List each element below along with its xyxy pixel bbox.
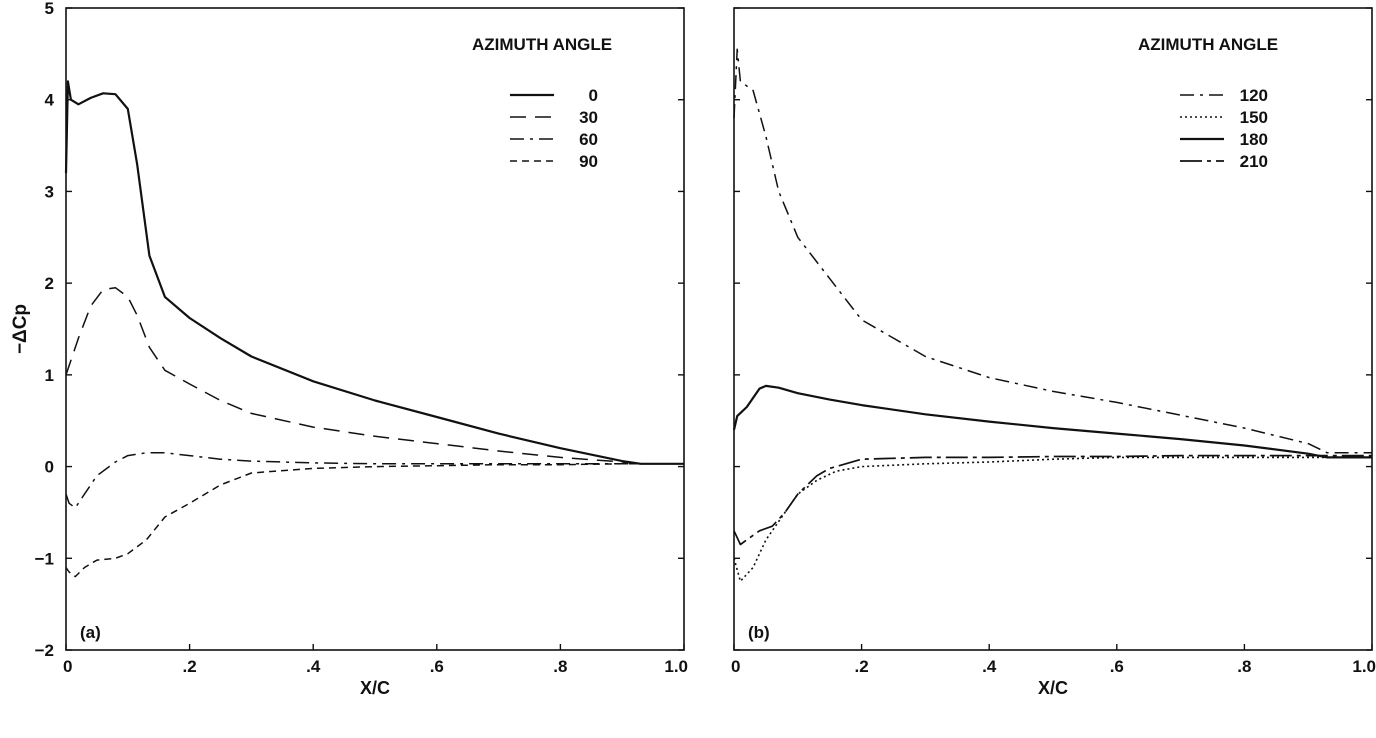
y-tick-label: 2 — [45, 274, 54, 293]
legend-label-150: 150 — [1240, 108, 1268, 127]
legend-label-30: 30 — [579, 108, 598, 127]
y-tick-label: 3 — [45, 182, 54, 201]
series-line-60 — [65, 452, 684, 509]
x-tick-label: 0 — [731, 657, 740, 676]
series-line-90 — [65, 463, 684, 578]
x-tick-label: .6 — [1110, 657, 1124, 676]
x-tick-label: .2 — [855, 657, 869, 676]
chart-panel-a: −2 −1 0 1 2 3 4 5 0 .2 .4 .6 .8 1.0 X/C −ΔCp (a) AZIMUTH … — [10, 0, 688, 698]
x-axis-label: X/C — [360, 678, 390, 698]
legend-label-90: 90 — [579, 152, 598, 171]
y-axis-label: −ΔCp — [10, 304, 31, 354]
legend-label-120: 120 — [1240, 86, 1268, 105]
x-tick-label: .8 — [553, 657, 567, 676]
plot-frame — [65, 7, 685, 651]
plot-frame — [733, 7, 1373, 651]
x-tick-label: .4 — [982, 657, 997, 676]
series-line-150 — [733, 456, 1372, 583]
x-tick-label: .8 — [1237, 657, 1251, 676]
y-tick-label: 4 — [45, 91, 55, 110]
series-line-0 — [64, 80, 684, 465]
series-line-180 — [732, 384, 1372, 459]
panel-label: (b) — [748, 623, 770, 642]
x-axis-label: X/C — [1038, 678, 1068, 698]
x-tick-label: 1.0 — [1352, 657, 1376, 676]
x-tick-label: 0 — [63, 657, 72, 676]
x-tick-label: .2 — [183, 657, 197, 676]
legend-label-0: 0 — [589, 86, 598, 105]
y-tick-label: −2 — [35, 641, 54, 660]
x-tick-label: .6 — [430, 657, 444, 676]
series-line-120 — [733, 48, 1372, 454]
panel-label: (a) — [80, 623, 101, 642]
legend-title: AZIMUTH ANGLE — [1138, 35, 1278, 54]
y-tick-label: 5 — [45, 0, 54, 18]
y-tick-label: 1 — [45, 366, 54, 385]
chart-panel-b: 0 .2 .4 .6 .8 1.0 X/C (b) AZIMUTH ANGLE 120 150 180… — [731, 7, 1376, 698]
y-tick-label: 0 — [45, 458, 54, 477]
legend-title: AZIMUTH ANGLE — [472, 35, 612, 54]
series-line-210 — [733, 454, 1372, 546]
y-tick-label: −1 — [35, 549, 54, 568]
legend-label-180: 180 — [1240, 130, 1268, 149]
x-tick-label: 1.0 — [664, 657, 688, 676]
legend-label-60: 60 — [579, 130, 598, 149]
series-line-30 — [65, 286, 684, 465]
x-tick-label: .4 — [306, 657, 321, 676]
legend-label-210: 210 — [1240, 152, 1268, 171]
